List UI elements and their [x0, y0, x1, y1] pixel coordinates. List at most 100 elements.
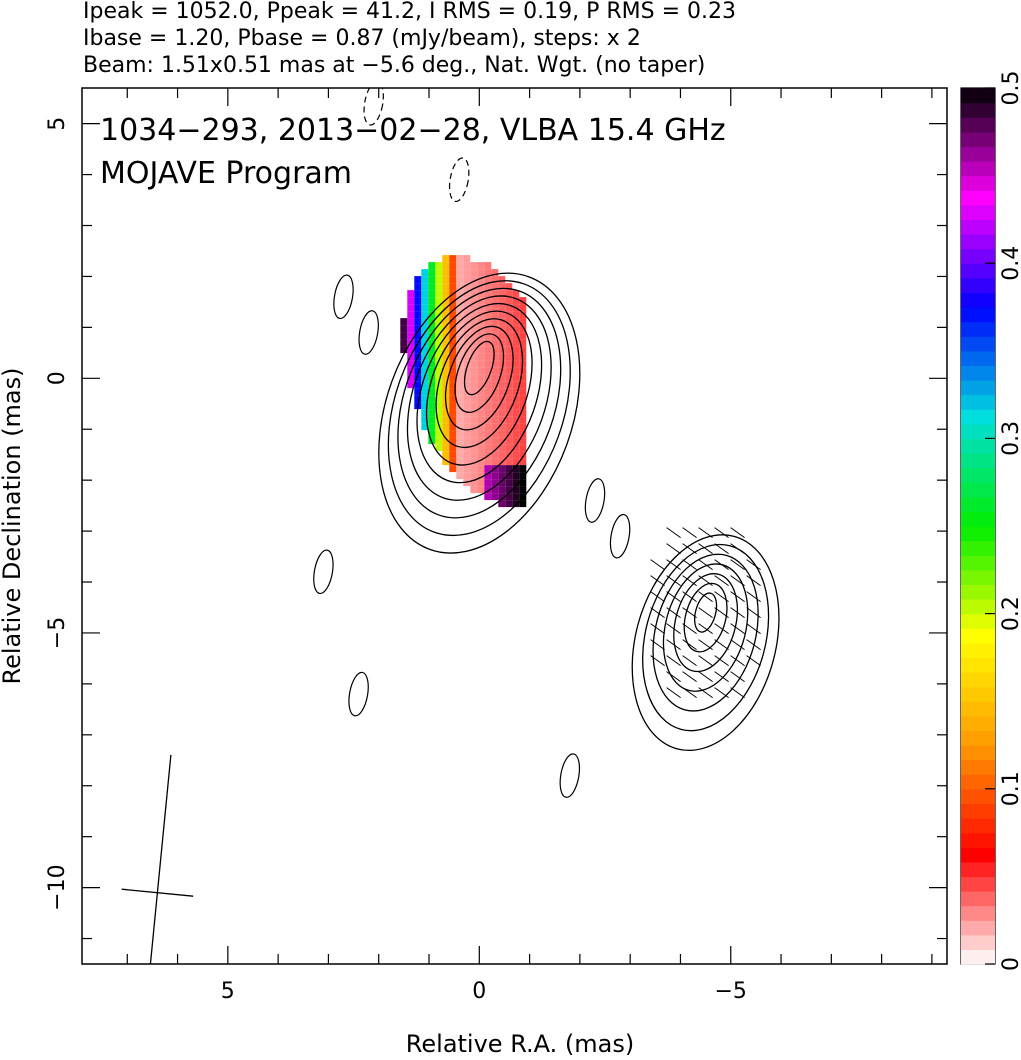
polarization-pixel — [428, 325, 436, 333]
colorbar-segment — [961, 555, 995, 571]
core-contour-level — [425, 310, 533, 466]
polarization-pixel — [505, 402, 513, 410]
polarization-pixel — [421, 283, 429, 291]
polarization-pixel — [400, 325, 408, 333]
polarization-pixel — [498, 493, 506, 501]
polarization-pixel — [470, 283, 478, 291]
polarization-pixel — [484, 381, 492, 389]
polarization-pixel — [442, 283, 450, 291]
colorbar-segment — [961, 788, 995, 804]
polarization-pixel — [442, 353, 450, 361]
polarization-pixel — [463, 283, 471, 291]
polarization-pixel — [484, 276, 492, 284]
polarization-pixel — [435, 290, 443, 298]
polarization-pixel — [428, 360, 436, 368]
polarization-pixel — [414, 360, 422, 368]
polarization-pixel — [449, 311, 457, 319]
evpa-tick — [650, 591, 665, 603]
polarization-pixel — [491, 318, 499, 326]
polarization-pixel — [470, 409, 478, 417]
polarization-pixel — [421, 332, 429, 340]
polarization-pixel — [498, 409, 506, 417]
polarization-pixel — [456, 465, 464, 473]
colorbar-segment — [961, 219, 995, 235]
polarization-pixel — [463, 346, 471, 354]
evpa-tick — [698, 623, 713, 635]
polarization-pixel — [470, 416, 478, 424]
evpa-tick — [730, 687, 745, 699]
polarization-pixel — [428, 269, 436, 277]
colorbar-segment — [961, 949, 995, 965]
colorbar-segment — [961, 657, 995, 673]
polarization-pixel — [491, 458, 499, 466]
polarization-pixel — [414, 346, 422, 354]
polarization-pixel — [463, 416, 471, 424]
polarization-pixel — [484, 395, 492, 403]
polarization-pixel — [519, 388, 527, 396]
polarization-pixel — [407, 318, 415, 326]
polarization-pixel — [449, 304, 457, 312]
evpa-tick — [682, 671, 697, 683]
polarization-pixel — [498, 486, 506, 494]
colorbar-segment — [961, 88, 995, 104]
polarization-pixel — [512, 409, 520, 417]
evpa-ticks — [650, 527, 761, 699]
polarization-pixel — [407, 297, 415, 305]
polarization-pixel — [491, 472, 499, 480]
polarization-pixel — [519, 297, 527, 305]
polarization-pixel — [512, 402, 520, 410]
polarization-pixel — [512, 472, 520, 480]
colorbar-segment — [961, 774, 995, 790]
polarization-pixel — [505, 388, 513, 396]
polarization-pixel — [456, 381, 464, 389]
evpa-tick — [698, 591, 713, 603]
colorbar-segment — [961, 438, 995, 454]
polarization-pixel — [505, 332, 513, 340]
polarization-pixel — [470, 451, 478, 459]
evpa-tick — [730, 671, 745, 683]
polarization-pixel — [491, 346, 499, 354]
polarization-pixel — [512, 346, 520, 354]
evpa-tick — [698, 575, 713, 587]
polarization-pixel — [421, 297, 429, 305]
polarization-pixel — [498, 472, 506, 480]
polarization-pixel — [470, 360, 478, 368]
polarization-pixel — [519, 332, 527, 340]
evpa-tick — [714, 655, 729, 667]
polarization-pixel — [407, 290, 415, 298]
polarization-pixel — [428, 416, 436, 424]
polarization-pixel — [428, 381, 436, 389]
polarization-pixel — [477, 360, 485, 368]
isolated-contour — [313, 549, 334, 595]
polarization-pixel — [470, 430, 478, 438]
polarization-pixel — [519, 423, 527, 431]
polarization-pixel — [428, 318, 436, 326]
x-tick-label: 0 — [472, 979, 486, 1004]
polarization-pixel — [519, 311, 527, 319]
polarization-pixel — [477, 283, 485, 291]
x-tick-label: −5 — [714, 979, 746, 1004]
jet-contour-level — [693, 592, 718, 633]
polarization-pixel — [477, 458, 485, 466]
polarization-pixel — [442, 437, 450, 445]
colorbar-segment — [961, 467, 995, 483]
polarization-pixel — [484, 444, 492, 452]
polarization-pixel — [449, 367, 457, 375]
polarization-pixel — [470, 486, 478, 494]
polarization-pixel — [477, 290, 485, 298]
polarization-pixel — [477, 262, 485, 270]
polarization-pixel — [477, 269, 485, 277]
polarization-pixel — [414, 374, 422, 382]
y-tick-label: 5 — [45, 117, 70, 131]
polarization-pixel — [463, 374, 471, 382]
polarization-pixel — [498, 290, 506, 298]
polarization-pixel — [463, 472, 471, 480]
beam-minor-axis — [121, 888, 194, 897]
polarization-pixel — [428, 290, 436, 298]
polarization-pixel — [428, 402, 436, 410]
colorbar-segment — [961, 818, 995, 834]
polarization-pixel — [463, 395, 471, 403]
polarization-pixel — [442, 269, 450, 277]
polarization-pixel — [498, 395, 506, 403]
polarization-pixel — [421, 395, 429, 403]
